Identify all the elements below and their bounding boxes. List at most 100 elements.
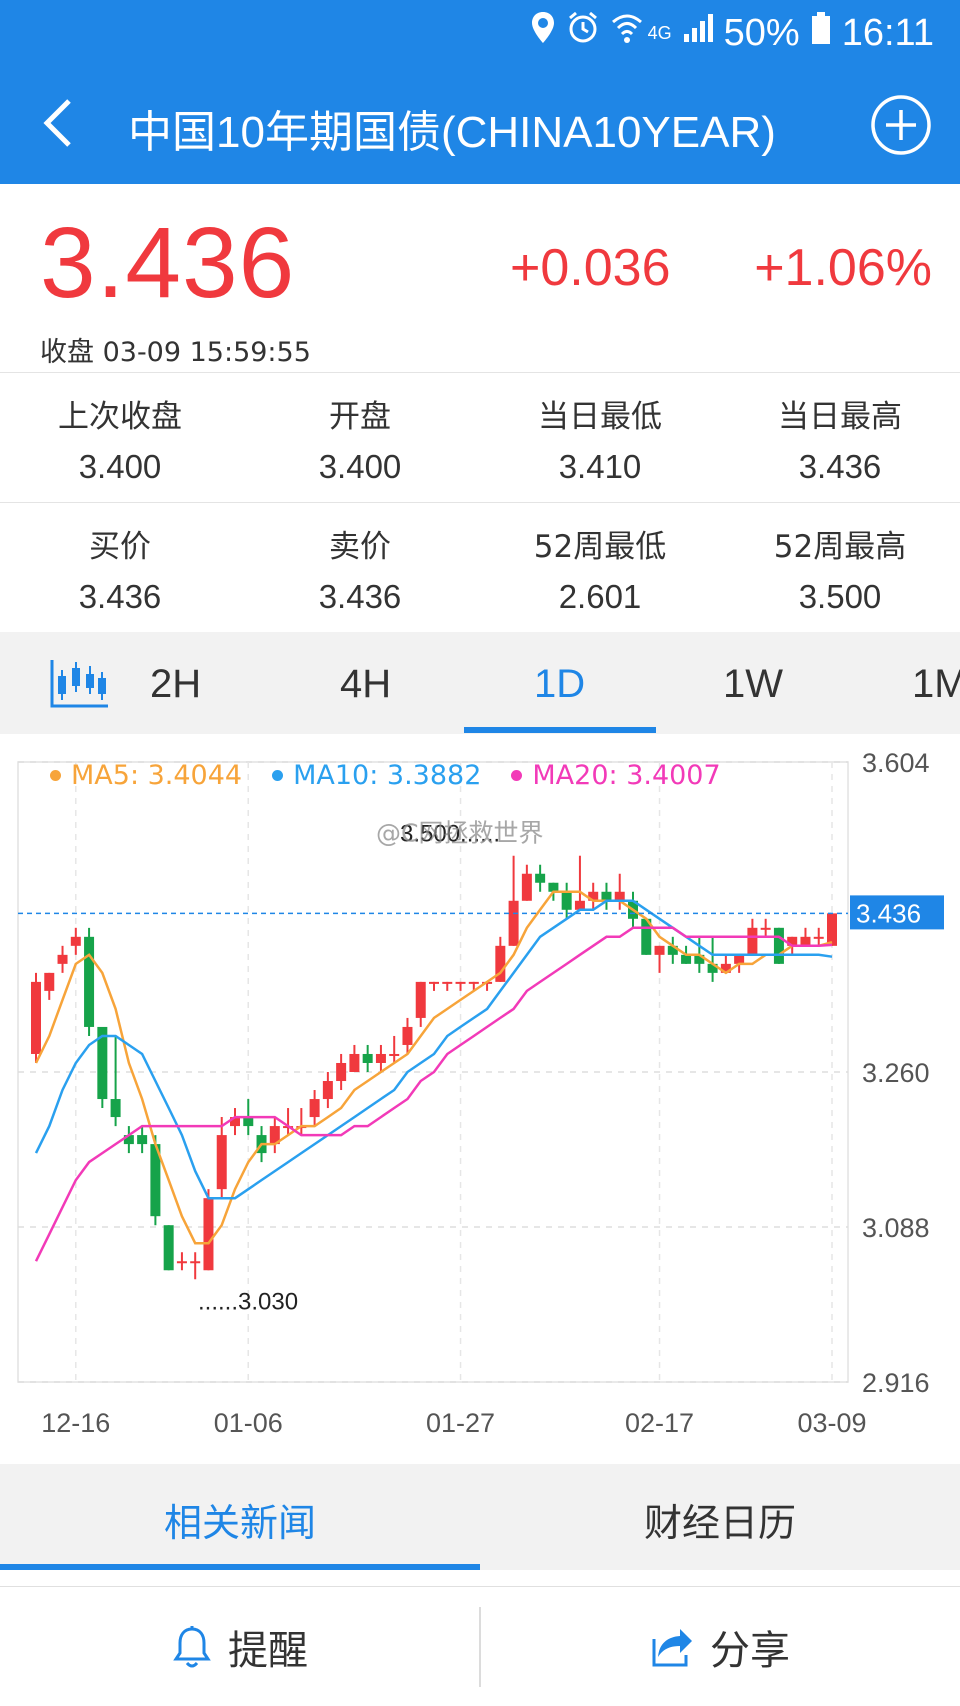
plus-circle-icon xyxy=(871,95,931,155)
legend-ma10: MA10: 3.3882 xyxy=(272,760,481,791)
candle-body xyxy=(415,981,426,1018)
candle-body xyxy=(773,927,784,964)
location-icon xyxy=(530,10,556,57)
candle-body xyxy=(734,954,745,964)
divider xyxy=(479,1607,481,1687)
alert-button[interactable]: 提醒 xyxy=(0,1587,480,1706)
candlestick-chart-icon xyxy=(50,660,108,708)
y-tick-label: 2.916 xyxy=(862,1368,930,1398)
candle-body xyxy=(375,1053,386,1063)
back-button[interactable] xyxy=(22,88,92,158)
candle-body xyxy=(468,981,479,984)
candle-body xyxy=(336,1062,347,1082)
stat-value: 3.400 xyxy=(318,448,402,485)
battery-icon xyxy=(810,11,832,56)
legend-dot xyxy=(511,770,523,781)
candle-body xyxy=(535,873,546,883)
active-tab-indicator xyxy=(464,727,656,733)
network-type: 4G xyxy=(647,23,672,43)
candle-body xyxy=(681,954,692,964)
tab-4h[interactable]: 4H xyxy=(340,662,392,706)
candle-body xyxy=(442,981,453,984)
candle-body xyxy=(601,891,612,901)
tab-1w[interactable]: 1W xyxy=(723,662,783,706)
candle-body xyxy=(667,945,678,955)
candle-body xyxy=(813,936,824,939)
candle-body xyxy=(150,1144,161,1217)
app-header: 中国10年期国债(CHINA10YEAR) xyxy=(0,66,960,184)
stats-row-1: 上次收盘 3.400 开盘 3.400 当日最低 3.410 当日最高 3.436 xyxy=(0,372,960,502)
stat-ask: 卖价 3.436 xyxy=(240,503,480,632)
stat-day-high: 当日最高 3.436 xyxy=(720,373,960,502)
market-status: 收盘 03-09 15:59:55 xyxy=(40,337,311,368)
alarm-icon xyxy=(566,10,600,57)
candlestick-chart[interactable]: 3.604 3.260 3.088 2.916 12-16 01-06 01-27 02-1… xyxy=(0,734,960,1464)
current-price-tag xyxy=(850,895,944,930)
stat-label: 当日最低 xyxy=(538,399,662,435)
stat-value: 3.410 xyxy=(558,448,642,485)
stat-52w-high: 52周最高 3.500 xyxy=(720,503,960,632)
candle-body xyxy=(163,1225,174,1271)
status-bar: 4G 50% 16:11 xyxy=(0,0,960,66)
tab-economic-calendar[interactable]: 财经日历 xyxy=(643,1501,796,1545)
y-tick-label: 3.604 xyxy=(862,748,930,778)
share-label: 分享 xyxy=(710,1628,790,1674)
candle-body xyxy=(44,972,55,991)
candle-body xyxy=(269,1126,280,1145)
stat-value: 3.436 xyxy=(78,578,162,615)
x-tick-label: 02-17 xyxy=(625,1408,694,1438)
candle-body xyxy=(548,882,559,892)
x-tick-label: 12-16 xyxy=(41,1408,110,1438)
candle-body xyxy=(97,1026,108,1100)
candle-body xyxy=(176,1261,187,1264)
candle-body xyxy=(455,981,466,984)
timeframe-tabs: 2H 4H 1D 1W 1M xyxy=(0,632,960,734)
clock: 16:11 xyxy=(841,12,934,54)
candle-body xyxy=(641,918,652,955)
legend-label: MA10: 3.3882 xyxy=(293,760,482,791)
bell-icon xyxy=(173,1626,211,1668)
candle-body xyxy=(309,1099,320,1118)
candle-body xyxy=(362,1053,373,1063)
candle-body xyxy=(57,954,68,964)
candle-body xyxy=(243,1117,254,1127)
candle-body xyxy=(31,981,41,1054)
price-chart[interactable]: 3.604 3.260 3.088 2.916 12-16 01-06 01-27 02-1… xyxy=(0,734,960,1464)
last-price: 3.436 xyxy=(40,207,296,319)
candle-body xyxy=(508,900,519,946)
stat-label: 52周最低 xyxy=(533,529,667,565)
tab-2h[interactable]: 2H xyxy=(150,662,202,706)
candle-body xyxy=(349,1053,360,1072)
stat-label: 当日最高 xyxy=(778,399,902,435)
candle-body xyxy=(203,1198,214,1271)
share-button[interactable]: 分享 xyxy=(480,1587,960,1706)
candle-body xyxy=(70,936,81,946)
tab-related-news[interactable]: 相关新闻 xyxy=(163,1501,316,1545)
legend-dot xyxy=(50,770,61,781)
candle-body xyxy=(707,963,718,973)
chevron-left-icon xyxy=(43,99,71,147)
stat-value: 3.400 xyxy=(78,448,162,485)
x-tick-label: 01-06 xyxy=(214,1408,283,1438)
candle-body xyxy=(429,981,439,984)
candle-body xyxy=(614,891,625,901)
candle-body xyxy=(84,936,95,1027)
candle-body xyxy=(747,927,758,955)
wifi-icon xyxy=(610,10,644,57)
add-watchlist-button[interactable] xyxy=(870,94,932,156)
stat-52w-low: 52周最低 2.601 xyxy=(480,503,720,632)
y-tick-label: 3.088 xyxy=(862,1213,930,1243)
legend-label: MA5: 3.4044 xyxy=(71,760,243,791)
high-annotation: 3.500...... xyxy=(400,821,500,848)
candle-body xyxy=(216,1135,227,1190)
candle-body xyxy=(800,936,811,946)
tab-1d[interactable]: 1D xyxy=(534,662,586,706)
quote-panel: 3.436 +0.036 +1.06% 收盘 03-09 15:59:55 xyxy=(0,184,960,372)
tab-1m[interactable]: 1M xyxy=(912,662,960,706)
candle-body xyxy=(694,954,705,964)
stats-row-2: 买价 3.436 卖价 3.436 52周最低 2.601 52周最高 3.500 xyxy=(0,502,960,632)
price-change: +0.036 xyxy=(510,239,671,297)
chart-type-button[interactable] xyxy=(48,656,112,710)
watermark: @C网拯救世界 xyxy=(376,819,543,848)
stat-bid: 买价 3.436 xyxy=(0,503,240,632)
